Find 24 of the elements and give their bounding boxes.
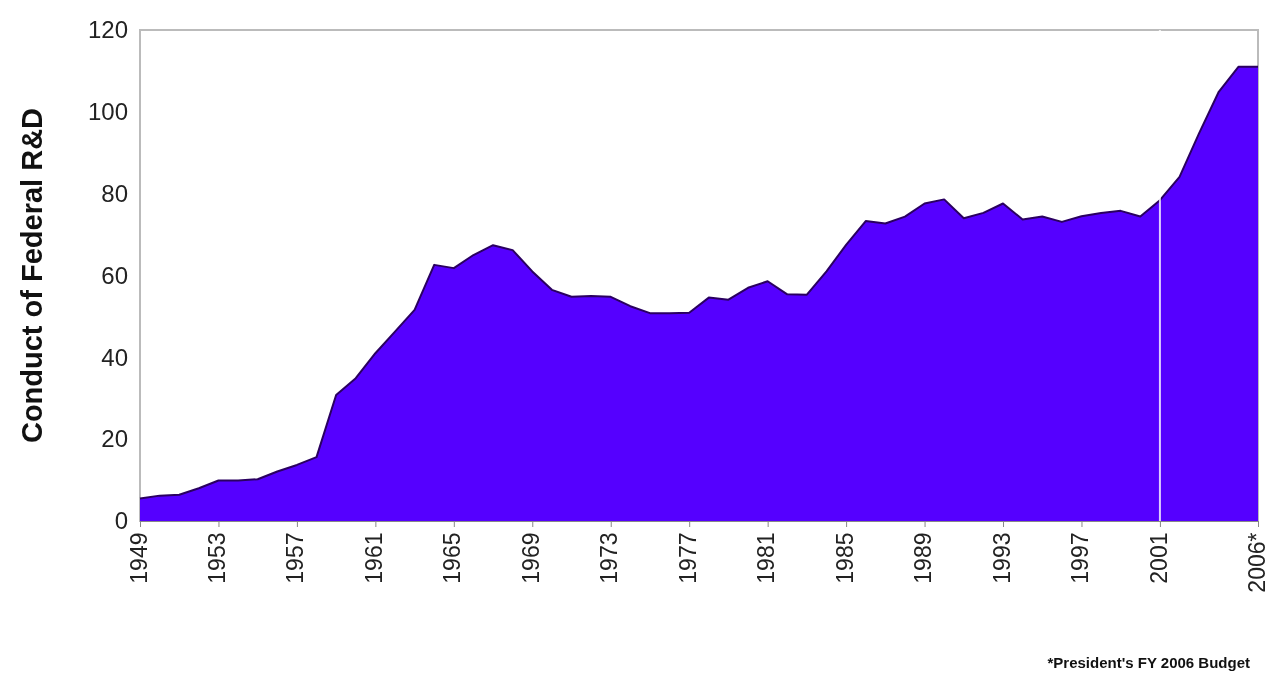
y-tick-label: 40 — [101, 343, 128, 371]
x-tick-label: 1973 — [596, 532, 623, 584]
y-tick-label: 60 — [101, 261, 128, 289]
text: *President's FY 2006 Budget — [1047, 654, 1250, 671]
x-tick-label: 1981 — [753, 532, 780, 584]
y-tick-label: 20 — [101, 425, 128, 453]
x-tick-label: 1989 — [910, 532, 937, 584]
x-tick-label: 1961 — [360, 532, 387, 584]
x-tick-label: 1997 — [1067, 532, 1094, 584]
y-tick-label: 80 — [101, 179, 128, 207]
x-tick-label: 1977 — [674, 532, 701, 584]
x-tick-label: 1953 — [204, 532, 231, 584]
x-tick-label: 1985 — [831, 532, 858, 584]
y-tick-label: 120 — [87, 16, 128, 44]
x-tick-label: 1993 — [988, 532, 1015, 584]
y-tick-label: 0 — [114, 507, 128, 535]
y-axis-title: Conduct of Federal R&D — [16, 107, 48, 444]
x-tick-label: 1969 — [517, 532, 544, 584]
x-tick-label: 1949 — [125, 532, 152, 584]
x-tick-label: 1957 — [282, 532, 309, 584]
y-tick-label: 100 — [87, 98, 128, 126]
x-tick-label: 2006* — [1243, 532, 1270, 593]
x-tick-label: 1965 — [439, 532, 466, 584]
x-tick-label: 2001 — [1145, 532, 1172, 584]
